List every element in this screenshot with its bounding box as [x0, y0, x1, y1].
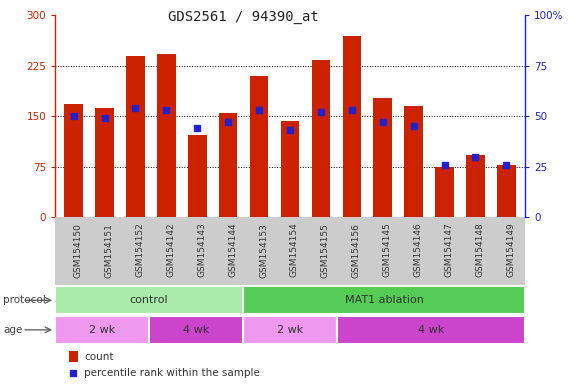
Text: count: count: [84, 352, 114, 362]
Text: GSM154147: GSM154147: [444, 223, 454, 278]
Text: 4 wk: 4 wk: [418, 325, 444, 335]
Text: protocol: protocol: [3, 295, 46, 305]
Text: GSM154156: GSM154156: [352, 223, 361, 278]
Text: GSM154150: GSM154150: [74, 223, 82, 278]
Text: GSM154144: GSM154144: [228, 223, 237, 277]
Bar: [250, 76, 269, 217]
Text: GSM154152: GSM154152: [136, 223, 144, 278]
Text: GSM154142: GSM154142: [166, 223, 175, 277]
Bar: [188, 135, 206, 217]
Text: GSM154155: GSM154155: [321, 223, 330, 278]
Bar: [157, 54, 176, 217]
Bar: [243, 286, 525, 314]
Bar: [219, 113, 237, 217]
Bar: [55, 286, 243, 314]
Text: age: age: [3, 325, 22, 335]
Text: percentile rank within the sample: percentile rank within the sample: [84, 368, 260, 378]
Bar: [69, 351, 78, 362]
Text: GSM154145: GSM154145: [383, 223, 392, 278]
Text: GSM154143: GSM154143: [197, 223, 206, 278]
Bar: [64, 104, 83, 217]
Text: GSM154148: GSM154148: [476, 223, 484, 278]
Bar: [435, 167, 454, 217]
Bar: [311, 60, 330, 217]
Bar: [149, 316, 243, 344]
Text: control: control: [130, 295, 168, 305]
Text: GSM154149: GSM154149: [506, 223, 516, 278]
Bar: [126, 56, 145, 217]
Bar: [243, 316, 337, 344]
Text: GSM154151: GSM154151: [104, 223, 114, 278]
Text: 4 wk: 4 wk: [183, 325, 209, 335]
Bar: [95, 108, 114, 217]
Bar: [497, 165, 516, 217]
Bar: [466, 155, 485, 217]
Text: GSM154153: GSM154153: [259, 223, 268, 278]
Bar: [343, 36, 361, 217]
Text: GSM154146: GSM154146: [414, 223, 423, 278]
Text: MAT1 ablation: MAT1 ablation: [345, 295, 423, 305]
Bar: [404, 106, 423, 217]
Bar: [55, 316, 149, 344]
Bar: [281, 121, 299, 217]
Bar: [337, 316, 525, 344]
Bar: [374, 98, 392, 217]
Text: 2 wk: 2 wk: [89, 325, 115, 335]
Text: GSM154154: GSM154154: [290, 223, 299, 278]
Text: GDS2561 / 94390_at: GDS2561 / 94390_at: [168, 10, 319, 23]
Text: 2 wk: 2 wk: [277, 325, 303, 335]
